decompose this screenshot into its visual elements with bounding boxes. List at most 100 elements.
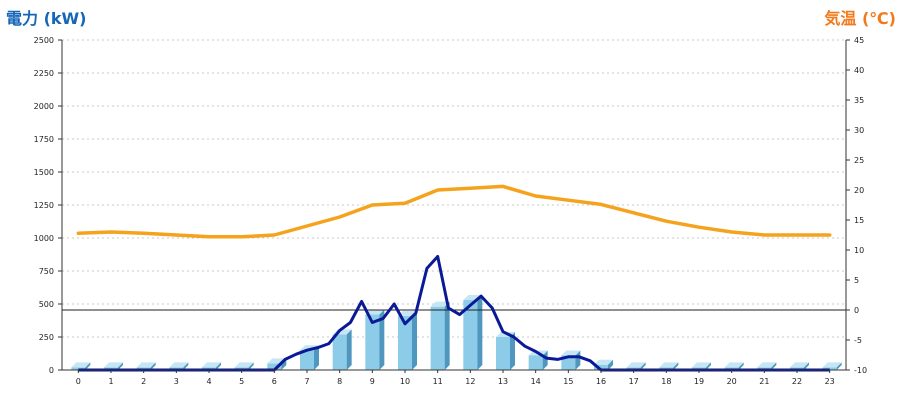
bar-side: [608, 359, 613, 370]
power-bars: [71, 295, 842, 370]
right-tick-label: 5: [854, 276, 859, 285]
right-tick-label: 45: [854, 36, 864, 45]
bar-side: [183, 362, 189, 370]
bar-side: [412, 310, 417, 370]
left-tick-label: 750: [39, 267, 54, 276]
bar-side: [314, 345, 319, 370]
bar-top: [234, 362, 254, 368]
bar-front: [496, 337, 510, 370]
left-tick-label: 2250: [34, 69, 54, 78]
bar-top: [790, 362, 809, 368]
x-tick-label: 0: [76, 377, 81, 386]
x-tick-label: 2: [141, 377, 146, 386]
x-tick-label: 7: [304, 377, 309, 386]
left-tick-label: 500: [39, 300, 54, 309]
power-line: [78, 255, 830, 372]
bar-top: [724, 362, 744, 368]
right-tick-label: 30: [854, 126, 864, 135]
x-tick-label: 20: [727, 377, 737, 386]
x-tick-label: 21: [759, 377, 769, 386]
grid: [62, 39, 846, 338]
bar-top: [561, 350, 581, 356]
bar-top: [692, 362, 711, 368]
bar-side: [510, 332, 515, 370]
bar-side: [216, 362, 221, 370]
left-tick-label: 2000: [34, 102, 54, 111]
bar-side: [118, 362, 123, 370]
power-bar: [594, 359, 613, 370]
left-tick-label: 250: [39, 333, 54, 342]
x-tick-label: 5: [239, 377, 244, 386]
x-tick-label: 4: [206, 377, 211, 386]
right-tick-label: -5: [854, 336, 862, 345]
x-tick-label: 11: [433, 377, 443, 386]
x-tick-label: 3: [174, 377, 179, 386]
x-tick-label: 14: [531, 377, 541, 386]
bar-side: [804, 362, 809, 370]
bar-top: [104, 362, 123, 368]
right-tick-label: 35: [854, 96, 864, 105]
bar-side: [640, 362, 646, 370]
bar-top: [71, 362, 91, 368]
bar-front: [528, 355, 543, 370]
x-tick-label: 1: [108, 377, 113, 386]
left-tick-label: 2500: [34, 36, 54, 45]
bar-top: [822, 362, 842, 368]
bar-side: [150, 362, 156, 370]
bar-front: [463, 300, 478, 370]
series-lines: [76, 184, 832, 372]
bar-front: [365, 314, 380, 370]
bar-top: [430, 301, 450, 307]
bar-top: [659, 362, 679, 368]
x-tick-label: 22: [792, 377, 802, 386]
bar-side: [771, 362, 777, 370]
right-tick-label: 20: [854, 186, 864, 195]
right-axis-title: 気温 (℃): [824, 9, 896, 28]
bar-side: [379, 309, 385, 370]
power-bar: [561, 350, 581, 370]
x-tick-label: 8: [337, 377, 342, 386]
x-tick-label: 9: [370, 377, 375, 386]
right-tick-label: 40: [854, 66, 864, 75]
left-tick-label: 1250: [34, 201, 54, 210]
bar-top: [594, 359, 613, 365]
left-tick-label: 1500: [34, 168, 54, 177]
power-bar: [365, 309, 385, 370]
bar-front: [300, 350, 314, 370]
bar-top: [169, 362, 189, 368]
x-tick-label: 6: [272, 377, 277, 386]
bar-side: [477, 295, 483, 370]
bar-top: [136, 362, 156, 368]
bar-side: [706, 362, 711, 370]
left-tick-label: 0: [49, 366, 54, 375]
bar-side: [836, 362, 842, 370]
x-tick-label: 13: [498, 377, 508, 386]
x-tick-label: 19: [694, 377, 704, 386]
bar-top: [757, 362, 777, 368]
bar-side: [738, 362, 744, 370]
x-tick-label: 15: [563, 377, 573, 386]
bar-top: [365, 309, 385, 315]
axes: 02505007501000125015001750200022502500-1…: [34, 36, 867, 386]
bar-front: [332, 334, 347, 370]
right-tick-label: 15: [854, 216, 864, 225]
bar-top: [626, 362, 646, 368]
x-tick-label: 10: [400, 377, 410, 386]
right-tick-label: 10: [854, 246, 864, 255]
left-tick-label: 1000: [34, 234, 54, 243]
bar-front: [398, 315, 412, 370]
temperature-line: [76, 184, 832, 239]
x-tick-label: 17: [629, 377, 639, 386]
x-tick-label: 18: [661, 377, 671, 386]
right-tick-label: -10: [854, 366, 867, 375]
power-bar: [398, 310, 417, 370]
bar-front: [430, 306, 445, 370]
power-bar: [463, 295, 483, 370]
right-tick-label: 25: [854, 156, 864, 165]
left-axis-title: 電力 (kW): [6, 9, 87, 28]
bar-side: [673, 362, 679, 370]
x-tick-label: 23: [825, 377, 835, 386]
bar-top: [202, 362, 221, 368]
power-bar: [430, 301, 450, 370]
